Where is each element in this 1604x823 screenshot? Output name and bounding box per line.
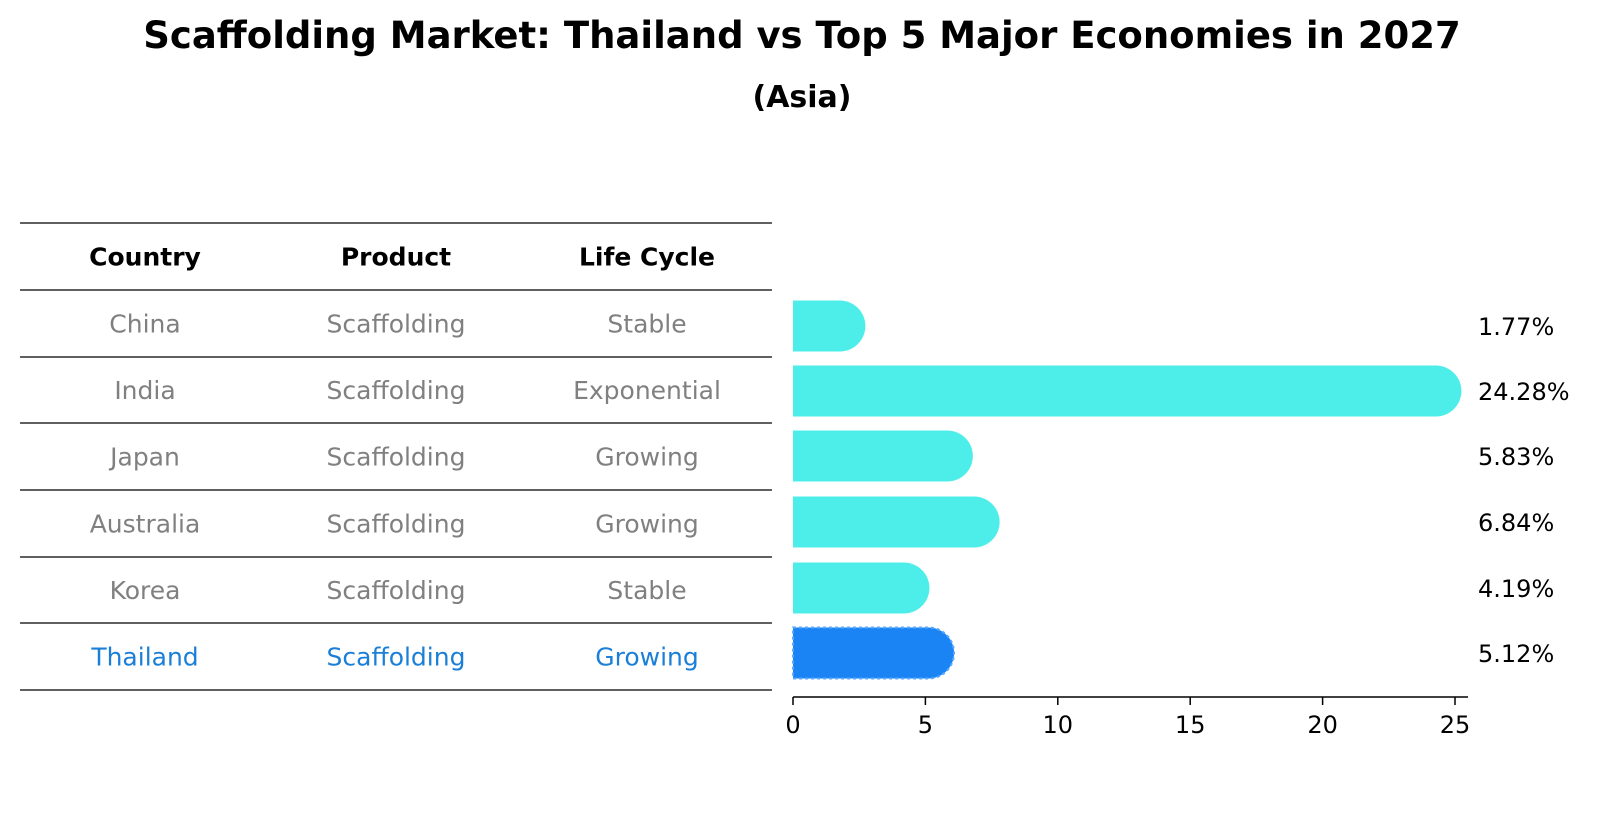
x-tick-label-10: 10 — [1043, 711, 1074, 739]
table-cell-r3-c0: Australia — [90, 510, 201, 539]
table-cell-r4-c1: Scaffolding — [327, 576, 466, 605]
chart-title: Scaffolding Market: Thailand vs Top 5 Ma… — [143, 14, 1461, 57]
table-cell-r0-c2: Stable — [607, 310, 686, 339]
table-cell-r2-c1: Scaffolding — [327, 443, 466, 472]
table-cell-r3-c2: Growing — [595, 510, 699, 539]
table-cell-r1-c0: India — [114, 376, 175, 405]
value-label-thailand: 5.12% — [1478, 640, 1554, 668]
table-header-1: Product — [341, 243, 451, 272]
table-cell-r2-c2: Growing — [595, 443, 699, 472]
table-header-2: Life Cycle — [579, 243, 715, 272]
bar-india — [793, 365, 1462, 417]
table-cell-r0-c0: China — [109, 310, 180, 339]
value-label-korea: 4.19% — [1478, 575, 1554, 603]
value-label-japan: 5.83% — [1478, 443, 1554, 471]
table-cell-r5-c0: Thailand — [90, 643, 198, 672]
bar-thailand — [792, 626, 956, 680]
table-cell-r1-c2: Exponential — [573, 376, 721, 405]
x-tick-label-0: 0 — [785, 711, 800, 739]
table-header-0: Country — [89, 243, 201, 272]
x-tick-label-25: 25 — [1440, 711, 1471, 739]
table-cell-r5-c2: Growing — [595, 643, 699, 672]
table-cell-r3-c1: Scaffolding — [327, 510, 466, 539]
value-label-australia: 6.84% — [1478, 509, 1554, 537]
table-cell-r5-c1: Scaffolding — [327, 643, 466, 672]
bar-australia — [793, 496, 1000, 548]
bar-korea — [793, 562, 930, 614]
table-cell-r0-c1: Scaffolding — [327, 310, 466, 339]
table-cell-r4-c0: Korea — [110, 576, 181, 605]
bar-china — [793, 300, 866, 352]
x-tick-label-20: 20 — [1307, 711, 1338, 739]
bar-japan — [793, 430, 973, 482]
value-label-india: 24.28% — [1478, 378, 1570, 406]
table-cell-r1-c1: Scaffolding — [327, 376, 466, 405]
value-label-china: 1.77% — [1478, 313, 1554, 341]
x-tick-label-15: 15 — [1175, 711, 1206, 739]
table-cell-r2-c0: Japan — [108, 443, 180, 472]
x-tick-label-5: 5 — [918, 711, 933, 739]
chart-subtitle: (Asia) — [752, 80, 852, 115]
table-cell-r4-c2: Stable — [607, 576, 686, 605]
